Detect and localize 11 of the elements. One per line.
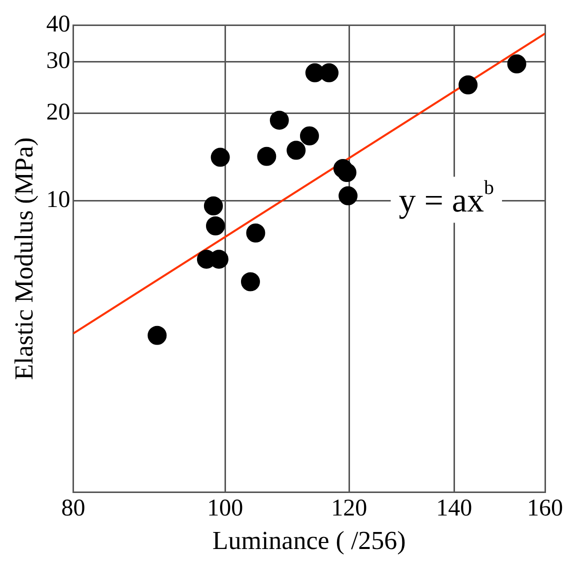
y-tick-label: 20 — [46, 99, 70, 126]
y-tick-label: 10 — [46, 187, 70, 214]
x-tick-label: 120 — [331, 496, 368, 522]
x-tick-label: 140 — [436, 496, 472, 522]
x-tick-label: 160 — [527, 496, 563, 522]
y-tick-label: 40 — [46, 12, 70, 38]
x-tick-label: 80 — [61, 496, 86, 522]
y-tick-label: 30 — [46, 48, 70, 74]
y-axis-title: Elastic Modulus (MPa) — [9, 137, 38, 380]
x-tick-label: 100 — [207, 496, 244, 522]
x-axis-title: Luminance ( /256) — [212, 526, 406, 556]
